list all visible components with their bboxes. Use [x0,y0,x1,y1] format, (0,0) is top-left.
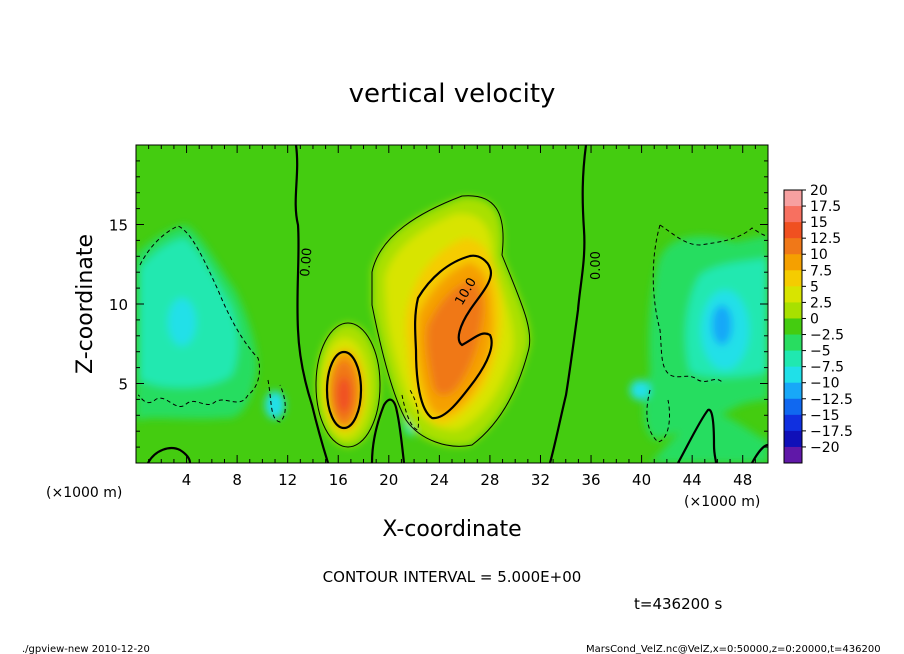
x-tick-label: 44 [683,471,702,489]
colorbar-swatch [784,222,802,239]
colorbar-swatch [784,446,802,464]
colorbar-swatch [784,270,802,287]
time-text: t=436200 s [634,595,722,613]
heatmap-field: 0.00 10.0 0.00 [136,145,768,463]
colorbar-swatch [784,334,802,352]
x-tick-label: 36 [581,471,600,489]
colorbar-swatch [784,366,802,384]
colorbar-label: 20 [810,183,828,199]
colorbar-label: −17.5 [810,424,853,440]
x-tick-label: 16 [329,471,348,489]
colorbar-label: −12.5 [810,392,853,408]
x-tick-label: 28 [480,471,499,489]
y-tick-label: 5 [118,376,128,394]
colorbar-label: −5 [810,344,831,360]
colorbar-label: −15 [810,408,840,424]
contour-label-right: 0.00 [589,251,604,280]
colorbar-label: 15 [810,215,828,231]
colorbar-label: 7.5 [810,263,832,279]
x-axis-label: X-coordinate [382,517,521,542]
colorbar: 2017.51512.5107.552.50−2.5−5−7.5−10−12.5… [783,183,853,464]
colorbar-label: −20 [810,440,840,456]
y-tick-label: 10 [109,296,128,314]
colorbar-label: 10 [810,247,828,263]
colorbar-swatch [784,238,802,255]
colorbar-swatch [784,190,802,207]
y-axis-label: Z-coordinate [73,234,98,374]
colorbar-label: 0 [810,311,819,327]
x-tick-label: 32 [531,471,550,489]
colorbar-swatch [784,254,802,271]
colorbar-swatch [784,382,802,400]
chart-title: vertical velocity [349,79,556,109]
x-tick-label: 4 [182,471,192,489]
colorbar-label: 2.5 [810,295,832,311]
y-axis: 5 10 15 [109,144,768,464]
x-axis-unit: (×1000 m) [46,485,122,501]
footer-left: ./gpview-new 2010-12-20 [22,644,150,654]
y-tick-label: 15 [109,217,128,235]
x-tick-label: 20 [379,471,398,489]
colorbar-label: −2.5 [810,328,844,344]
colorbar-swatch [784,414,802,432]
colorbar-swatch [784,350,802,368]
colorbar-swatch [784,302,802,319]
colorbar-label: −10 [810,376,840,392]
colorbar-label: −7.5 [810,360,844,376]
colorbar-frame [783,189,803,464]
colorbar-swatch [784,398,802,416]
footer-right: MarsCond_VelZ.nc@VelZ,x=0:50000,z=0:2000… [586,644,881,654]
x-axis-unit-right: (×1000 m) [684,494,760,510]
x-tick-label: 24 [430,471,449,489]
x-tick-label: 48 [733,471,752,489]
colorbar-swatch [784,206,802,223]
x-tick-label: 40 [632,471,651,489]
colorbar-label: 12.5 [810,231,841,247]
x-tick-label: 8 [232,471,242,489]
colorbar-label: 17.5 [810,199,841,215]
contour-interval-text: CONTOUR INTERVAL = 5.000E+00 [323,568,582,586]
colorbar-swatch [784,286,802,303]
contour-label-left: 0.00 [298,247,315,277]
x-axis: 4 8 12 16 20 24 28 32 36 40 44 48 [135,145,769,489]
colorbar-swatch [784,430,802,448]
colorbar-swatch [784,318,802,336]
colorbar-label: 5 [810,279,819,295]
x-tick-label: 12 [278,471,297,489]
